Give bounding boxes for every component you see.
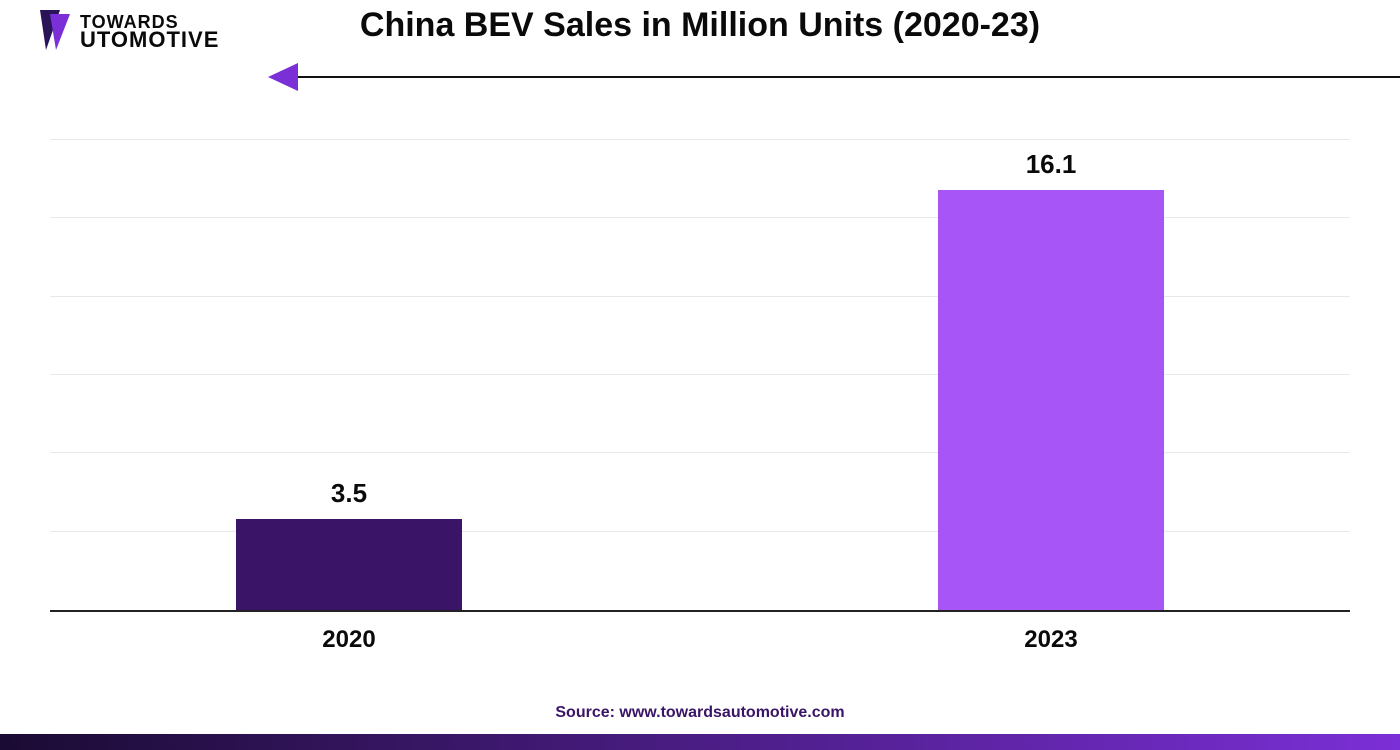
arrow-left-icon xyxy=(268,63,298,91)
x-axis-label: 2020 xyxy=(249,626,449,654)
bar-2020 xyxy=(236,519,462,610)
bar-value-label: 3.5 xyxy=(249,478,449,509)
divider-line xyxy=(298,76,1400,78)
x-axis-label: 2023 xyxy=(951,626,1151,654)
bar-2023 xyxy=(938,190,1164,610)
footer-gradient-band xyxy=(0,734,1400,750)
chart-canvas: TOWARDS UTOMOTIVE China BEV Sales in Mil… xyxy=(0,0,1400,750)
source-caption: Source: www.towardsautomotive.com xyxy=(0,704,1400,722)
plot-area: 3.5202016.12023 xyxy=(50,142,1350,612)
bar-chart: 3.5202016.12023 xyxy=(50,142,1350,612)
bar-value-label: 16.1 xyxy=(951,149,1151,180)
chart-title: China BEV Sales in Million Units (2020-2… xyxy=(0,6,1400,45)
gridline xyxy=(50,139,1350,140)
